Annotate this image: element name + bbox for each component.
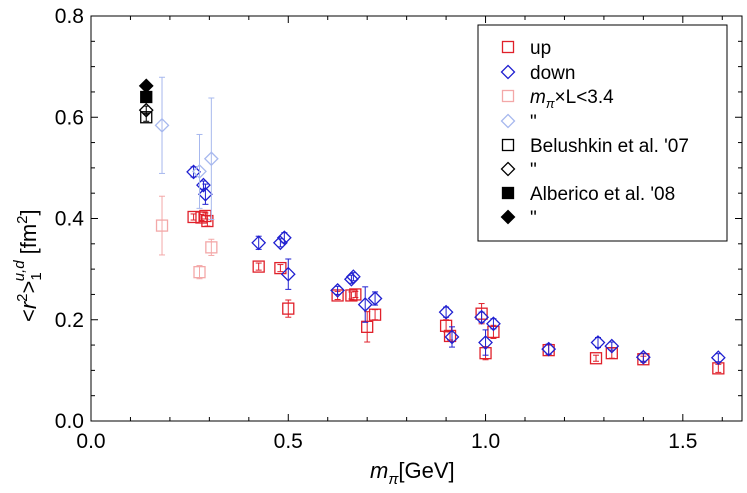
data-point <box>541 341 557 357</box>
x-tick-label: 1.5 <box>668 430 697 453</box>
legend-label-small-volume: mπ×L<3.4 <box>530 87 614 111</box>
legend-label-alberico: Alberico et al. '08 <box>530 184 675 205</box>
data-point <box>604 338 620 354</box>
y-tick-label: 0.6 <box>55 106 84 129</box>
legend-label-down: down <box>530 63 575 84</box>
x-axis-label-symbol: m <box>370 458 388 483</box>
legend-marker <box>500 161 516 177</box>
x-axis-label: mπ[GeV] <box>370 458 455 488</box>
data-point <box>345 269 361 285</box>
y-axis-label-sup: u,d <box>11 260 28 282</box>
x-tick-label: 0.0 <box>76 430 105 453</box>
data-point <box>589 352 603 365</box>
legend-label-up: up <box>530 38 551 59</box>
data-point <box>349 288 362 301</box>
data-point <box>276 230 292 246</box>
legend-label-belushkin: Belushkin et al. '07 <box>530 136 689 157</box>
y-axis-label-r: r <box>16 300 41 309</box>
y-axis-label-power: 2 <box>14 293 31 301</box>
data-point <box>330 282 346 298</box>
y-tick-label: 0.8 <box>55 5 84 28</box>
data-marks <box>138 76 726 375</box>
legend-label-alberico-down: " <box>530 208 537 229</box>
data-point <box>138 78 154 94</box>
y-axis-label-unit-close: ] <box>16 209 41 215</box>
legend-marker <box>500 113 516 129</box>
legend-label-mpi-symbol: m <box>530 87 546 108</box>
x-axis-label-subscript: π <box>388 471 399 488</box>
data-point <box>282 302 295 315</box>
data-point <box>274 261 287 275</box>
legend-label-small-volume-down: " <box>530 112 537 133</box>
data-point <box>201 214 214 228</box>
y-axis-label: <r2>1u,d[fm2] <box>11 209 45 322</box>
x-axis-label-unit: [GeV] <box>398 458 454 483</box>
data-point <box>186 164 202 180</box>
data-point <box>155 219 169 232</box>
legend-label-belushkin-down: " <box>530 160 537 181</box>
data-point <box>192 163 207 179</box>
data-point <box>187 210 200 224</box>
data-point <box>486 316 501 332</box>
legend-box <box>477 24 728 242</box>
data-point <box>438 304 454 320</box>
data-point <box>345 289 358 302</box>
data-point <box>590 335 606 350</box>
data-point <box>252 260 265 273</box>
data-point <box>712 362 725 375</box>
y-axis-label-bracket: > <box>16 281 41 294</box>
legend-label-volume-cut: ×L<3.4 <box>555 87 615 108</box>
data-point <box>439 319 453 332</box>
data-point <box>280 266 296 282</box>
data-point <box>205 241 218 254</box>
data-point <box>474 309 490 325</box>
x-tick-label: 0.5 <box>274 430 303 453</box>
legend-marker <box>500 209 516 225</box>
x-tick-label: 1.0 <box>471 430 500 453</box>
data-point <box>203 151 219 167</box>
series-7 <box>138 78 154 94</box>
y-tick-label: 0.2 <box>55 309 84 332</box>
y-axis-label-unit-power: 2 <box>14 216 31 224</box>
series-5 <box>138 102 154 118</box>
axis-ticks: 0.0 0.5 1.0 1.5 0.0 0.2 0.4 0.6 0.8 <box>55 5 742 453</box>
y-axis-label-group: <r2>1u,d[fm2] <box>11 209 45 322</box>
series-2 <box>155 195 218 280</box>
y-axis-label-open: < <box>16 309 41 322</box>
y-axis-label-sub: 1 <box>28 272 45 280</box>
data-point <box>251 235 267 251</box>
data-point <box>710 350 726 366</box>
y-axis-label-unit: [fm <box>16 224 41 255</box>
data-point <box>367 291 383 306</box>
data-point <box>197 186 213 202</box>
legend-marker <box>501 40 515 54</box>
data-point <box>444 329 460 345</box>
legend: up down mπ×L<3.4 " Belushkin et al. '07 … <box>477 24 728 242</box>
data-point <box>193 266 206 279</box>
legend-marker <box>501 138 515 152</box>
series-3 <box>154 76 219 221</box>
legend-marker <box>500 64 516 80</box>
legend-label-mpi-sub: π <box>546 96 555 111</box>
data-point <box>357 297 373 312</box>
legend-markers <box>500 40 516 225</box>
data-point <box>635 349 651 365</box>
y-tick-label: 0.4 <box>55 208 85 231</box>
data-point <box>361 320 374 333</box>
data-point <box>138 102 154 118</box>
data-point <box>368 308 382 321</box>
data-point <box>478 335 493 350</box>
y-tick-label: 0.0 <box>55 410 84 433</box>
legend-marker <box>501 186 515 200</box>
legend-marker <box>501 89 515 103</box>
data-point <box>154 117 170 133</box>
